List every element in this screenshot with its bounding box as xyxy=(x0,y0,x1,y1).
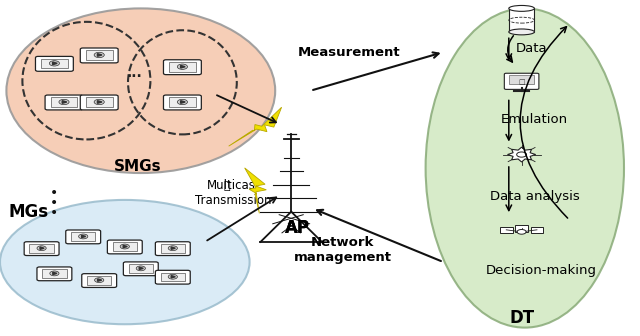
Text: •: • xyxy=(51,196,58,210)
Ellipse shape xyxy=(426,8,624,328)
FancyBboxPatch shape xyxy=(169,62,196,72)
FancyBboxPatch shape xyxy=(29,244,54,253)
Text: Emulation: Emulation xyxy=(501,113,568,126)
FancyBboxPatch shape xyxy=(41,59,68,68)
Text: ···: ··· xyxy=(127,70,142,84)
Circle shape xyxy=(517,229,526,234)
Text: AP: AP xyxy=(285,219,310,238)
Text: Network
management: Network management xyxy=(293,236,392,264)
Ellipse shape xyxy=(0,200,250,324)
FancyBboxPatch shape xyxy=(80,48,118,63)
Ellipse shape xyxy=(509,29,534,35)
Polygon shape xyxy=(171,276,175,278)
Polygon shape xyxy=(62,101,67,103)
Text: Measurement: Measurement xyxy=(298,46,400,58)
Circle shape xyxy=(136,266,145,271)
Circle shape xyxy=(516,152,527,157)
FancyBboxPatch shape xyxy=(66,230,100,244)
FancyBboxPatch shape xyxy=(169,97,196,107)
FancyBboxPatch shape xyxy=(24,242,59,256)
FancyBboxPatch shape xyxy=(509,75,534,84)
FancyBboxPatch shape xyxy=(161,244,185,253)
Circle shape xyxy=(168,246,177,251)
Text: MGs: MGs xyxy=(8,203,48,221)
Polygon shape xyxy=(52,62,57,65)
Polygon shape xyxy=(244,168,266,213)
Polygon shape xyxy=(97,279,102,281)
Polygon shape xyxy=(180,66,185,68)
Circle shape xyxy=(59,99,69,104)
FancyBboxPatch shape xyxy=(80,95,118,110)
Text: •: • xyxy=(51,186,58,200)
FancyBboxPatch shape xyxy=(37,267,72,281)
FancyBboxPatch shape xyxy=(35,56,74,71)
Text: 🎞: 🎞 xyxy=(224,181,230,192)
Text: Data: Data xyxy=(515,42,547,55)
Polygon shape xyxy=(52,272,57,275)
FancyBboxPatch shape xyxy=(163,60,202,75)
Text: Decision-making: Decision-making xyxy=(485,264,596,277)
FancyBboxPatch shape xyxy=(71,232,95,241)
FancyBboxPatch shape xyxy=(500,227,513,233)
FancyBboxPatch shape xyxy=(87,276,111,285)
FancyBboxPatch shape xyxy=(515,225,528,232)
Circle shape xyxy=(37,246,46,251)
Polygon shape xyxy=(40,247,44,249)
FancyBboxPatch shape xyxy=(161,272,185,281)
Text: AP: AP xyxy=(285,219,310,238)
Polygon shape xyxy=(180,101,185,103)
Circle shape xyxy=(94,99,104,104)
Text: □: □ xyxy=(518,79,525,85)
Text: SMGs: SMGs xyxy=(114,159,161,174)
FancyBboxPatch shape xyxy=(124,262,158,276)
Circle shape xyxy=(177,64,188,69)
Text: Data analysis: Data analysis xyxy=(490,190,579,203)
Ellipse shape xyxy=(509,5,534,11)
FancyBboxPatch shape xyxy=(108,240,142,254)
Circle shape xyxy=(120,244,129,249)
Text: DT: DT xyxy=(509,308,534,327)
Circle shape xyxy=(177,99,188,104)
FancyBboxPatch shape xyxy=(51,97,77,107)
FancyBboxPatch shape xyxy=(163,95,202,110)
Polygon shape xyxy=(81,235,86,238)
Polygon shape xyxy=(228,107,282,146)
Circle shape xyxy=(49,61,60,66)
Polygon shape xyxy=(171,247,175,249)
Text: •: • xyxy=(51,206,58,220)
Polygon shape xyxy=(123,245,127,248)
Polygon shape xyxy=(139,267,143,269)
FancyBboxPatch shape xyxy=(156,270,190,284)
FancyBboxPatch shape xyxy=(42,269,67,278)
Circle shape xyxy=(94,52,104,57)
FancyBboxPatch shape xyxy=(82,274,116,287)
Ellipse shape xyxy=(6,8,275,173)
FancyBboxPatch shape xyxy=(86,50,113,60)
FancyBboxPatch shape xyxy=(504,73,539,89)
Polygon shape xyxy=(97,54,102,56)
Circle shape xyxy=(168,274,177,279)
FancyBboxPatch shape xyxy=(156,242,190,256)
Polygon shape xyxy=(97,101,102,103)
FancyBboxPatch shape xyxy=(86,97,113,107)
Text: Multicast
Transmission: Multicast Transmission xyxy=(195,179,272,207)
FancyBboxPatch shape xyxy=(531,227,543,233)
Circle shape xyxy=(79,234,88,239)
Circle shape xyxy=(50,271,59,276)
Polygon shape xyxy=(508,147,536,162)
Circle shape xyxy=(95,278,104,283)
FancyBboxPatch shape xyxy=(509,8,534,32)
FancyBboxPatch shape xyxy=(129,264,153,273)
FancyBboxPatch shape xyxy=(113,242,137,251)
FancyBboxPatch shape xyxy=(45,95,83,110)
